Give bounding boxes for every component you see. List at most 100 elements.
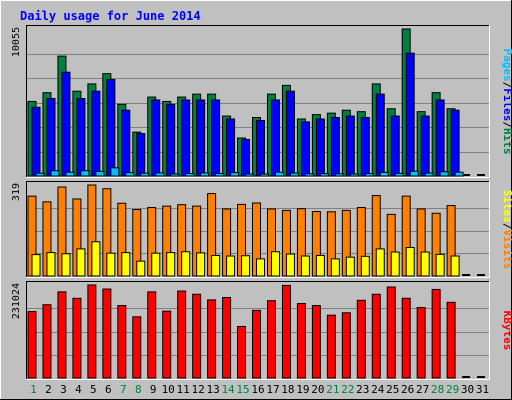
bar-files-day-9 [151,99,161,177]
bar-pages-day-20 [319,173,329,177]
bar-pages-day-7 [125,172,135,177]
bar-kbytes-day-1 [27,311,37,379]
bar-pages-day-5 [95,170,105,177]
bar-kbytes-day-31 [477,376,486,378]
x-tick-label-day-28: 28 [431,383,444,396]
bar-sites-day-3 [61,253,71,277]
bar-pages-day-3 [65,171,75,177]
bar-pages-day-4 [80,170,90,177]
bar-files-day-3 [61,71,71,177]
bar-kbytes-day-17 [266,300,276,379]
x-tick-label-day-7: 7 [120,383,127,396]
bar-kbytes-day-12 [192,293,202,379]
bar-pages-day-23 [364,173,374,177]
bar-files-day-24 [375,93,385,177]
bar-sites-day-13 [211,254,221,277]
bar-sites-day-4 [76,248,86,277]
bar-kbytes-day-15 [237,325,247,379]
legend-entry-pages: Pages [501,49,512,82]
bar-pages-day-24 [379,171,389,177]
bar-kbytes-day-20 [311,305,321,379]
bar-pages-day-19 [304,173,314,177]
bar-kbytes-day-24 [371,293,381,379]
bar-kbytes-day-28 [431,288,441,379]
bar-sites-day-27 [420,251,430,277]
x-tick-label-day-15: 15 [236,383,249,396]
bar-files-day-22 [345,115,355,177]
bar-pages-day-26 [409,170,419,177]
bar-files-day-13 [211,99,221,177]
bar-kbytes-day-13 [207,299,217,379]
x-tick-label-day-20: 20 [311,383,324,396]
x-tick-label-day-23: 23 [356,383,369,396]
panel-visits-sites: 319 Sites/Visits [11,181,512,278]
bar-pages-day-13 [215,173,225,177]
x-tick-label-day-22: 22 [341,383,354,396]
bar-files-day-25 [390,115,400,177]
bar-pages-day-17 [274,171,284,177]
bar-files-day-4 [76,98,86,177]
bar-kbytes-day-2 [42,304,52,379]
x-tick-label-day-5: 5 [90,383,97,396]
series-legend: Sites/Visits [501,190,512,270]
bar-sites-day-11 [181,251,191,277]
bar-files-day-10 [166,103,176,177]
bar-pages-day-28 [439,171,449,177]
bar-pages-day-2 [50,170,60,177]
bar-files-day-7 [121,109,131,177]
bar-files-day-19 [300,121,310,177]
bar-pages-day-25 [394,172,404,177]
bar-sites-day-2 [46,252,56,277]
bar-files-day-8 [136,133,146,177]
bar-pages-day-11 [185,173,195,177]
x-tick-label-day-4: 4 [75,383,82,396]
bar-sites-day-20 [315,254,325,277]
bar-kbytes-day-29 [446,301,456,379]
bar-sites-day-21 [330,258,340,277]
bar-sites-day-12 [196,252,206,277]
bar-pages-day-22 [349,173,359,177]
bar-kbytes-day-7 [117,305,127,379]
bar-pages-day-16 [260,173,270,177]
bar-pages-day-1 [35,172,45,177]
bar-files-day-28 [435,99,445,177]
bar-sites-day-1 [31,254,41,277]
bar-pages-day-12 [200,172,210,177]
bar-pages-day-15 [245,173,255,177]
bar-files-day-29 [450,109,460,177]
x-tick-label-day-13: 13 [206,383,219,396]
chart-title: Daily usage for June 2014 [20,9,201,23]
x-tick-label-day-14: 14 [221,383,235,396]
x-tick-label-day-9: 9 [150,383,157,396]
x-tick-label-day-27: 27 [416,383,429,396]
y-max-label: 10055 [11,27,22,57]
y-max-label: 319 [11,183,22,201]
bar-sites-day-8 [136,260,146,277]
bar-files-day-17 [270,99,280,177]
bar-sites-day-9 [151,252,161,277]
bar-sites-day-29 [450,255,460,277]
x-tick-label-day-3: 3 [60,383,67,396]
y-max-label: 231024 [11,283,22,319]
bar-kbytes-day-5 [87,284,97,379]
bar-files-day-12 [196,99,206,177]
bar-files-day-15 [241,138,251,177]
bar-kbytes-day-14 [222,296,232,379]
series-legend: KBytes [501,311,512,351]
bar-kbytes-day-23 [356,299,366,379]
bar-pages-day-9 [155,172,165,177]
x-tick-label-day-25: 25 [386,383,399,396]
bar-kbytes-day-3 [57,291,67,379]
bar-files-day-26 [405,52,415,177]
bar-pages-day-21 [334,173,344,177]
bar-sites-day-18 [285,253,295,277]
bar-sites-day-6 [106,252,116,277]
x-tick-label-day-12: 12 [192,383,205,396]
bar-sites-day-22 [345,256,355,277]
bar-hits-day-30 [462,174,471,176]
x-tick-label-day-30: 30 [461,383,474,396]
bar-kbytes-day-9 [147,291,157,379]
legend-entry-visits: Visits [501,230,512,270]
bar-sites-day-25 [390,251,400,277]
bar-files-day-2 [46,98,56,177]
